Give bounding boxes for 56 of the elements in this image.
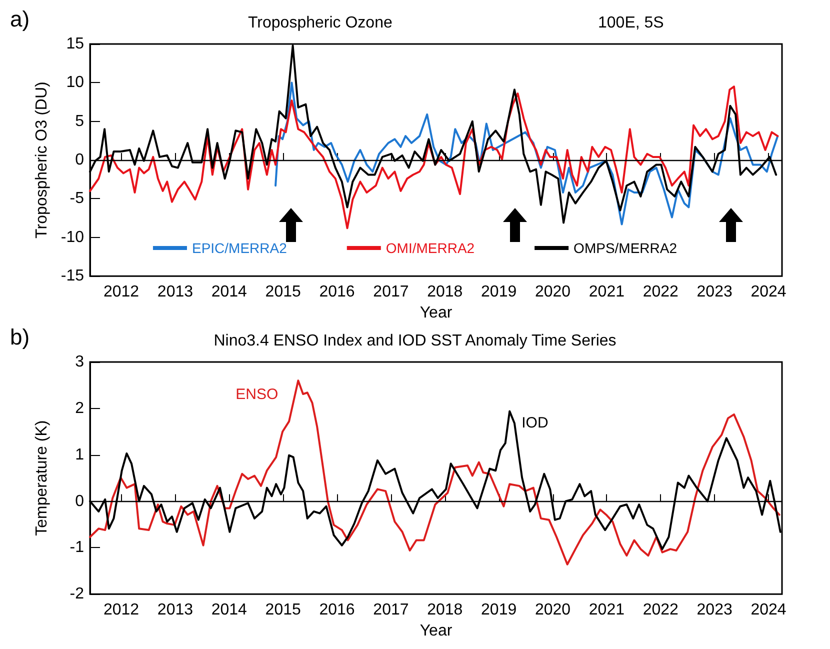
- y-tick-label: 0: [75, 152, 84, 169]
- x-tick-label: 2013: [157, 602, 194, 619]
- x-tick-label: 2015: [265, 602, 301, 619]
- x-tick-label: 2018: [427, 602, 463, 619]
- y-tick-label: 15: [66, 36, 84, 52]
- x-tick-label: 2013: [157, 284, 194, 301]
- y-tick-label: -15: [60, 268, 84, 285]
- x-tick-label: 2016: [319, 602, 355, 619]
- x-tick-label: 2019: [481, 284, 517, 301]
- y-tick-label: 0: [75, 492, 84, 510]
- x-tick-label: 2014: [211, 284, 248, 301]
- legend-label: OMI/MERRA2: [386, 240, 475, 256]
- line-series: [89, 86, 779, 230]
- line-series: [274, 82, 779, 226]
- chart-title: Tropospheric Ozone: [248, 14, 392, 32]
- series-label: ENSO: [236, 386, 278, 404]
- y-axis-title: Temperature (K): [34, 420, 50, 536]
- y-tick-label: 3: [75, 354, 84, 370]
- x-tick-label: 2019: [481, 602, 517, 619]
- x-tick-label: 2014: [211, 602, 248, 619]
- x-tick-label: 2024: [750, 284, 786, 301]
- x-tick-label: 2023: [696, 284, 732, 301]
- x-tick-label: 2015: [265, 284, 301, 301]
- line-series: [89, 380, 780, 566]
- x-tick-label: 2017: [373, 284, 409, 301]
- text: a): [10, 6, 30, 32]
- x-axis-title: Year: [420, 622, 453, 640]
- x-tick-label: 2012: [103, 602, 140, 619]
- y-tick-label: -2: [70, 586, 84, 603]
- x-tick-label: 2023: [696, 602, 732, 619]
- chart-title: Nino3.4 ENSO Index and IOD SST Anomaly Time Series: [214, 332, 616, 350]
- y-axis-title: Tropospheric O3 (DU): [33, 82, 50, 238]
- series-label: IOD: [522, 414, 548, 432]
- x-axis-title: Year: [420, 304, 453, 322]
- x-tick-label: 2022: [642, 284, 679, 301]
- chart-subtitle: 100E, 5S: [598, 14, 664, 32]
- x-tick-label: 2017: [373, 602, 409, 619]
- y-tick-label: 10: [66, 74, 84, 92]
- text: b): [10, 324, 30, 350]
- x-tick-label: 2012: [103, 284, 140, 301]
- y-tick-label: 2: [75, 400, 84, 417]
- x-tick-label: 2018: [427, 284, 463, 301]
- x-tick-label: 2016: [319, 284, 355, 301]
- x-tick-label: 2021: [588, 284, 625, 301]
- y-tick-label: 5: [75, 112, 84, 130]
- y-tick-label: 1: [75, 446, 84, 464]
- y-tick-label: -5: [70, 190, 84, 208]
- x-tick-label: 2024: [750, 602, 786, 619]
- x-tick-label: 2021: [588, 602, 625, 619]
- legend-label: OMPS/MERRA2: [574, 240, 678, 256]
- x-tick-label: 2020: [534, 284, 571, 301]
- x-tick-label: 2020: [534, 602, 571, 619]
- x-tick-label: 2022: [642, 602, 679, 619]
- legend-label: EPIC/MERRA2: [192, 240, 288, 256]
- y-tick-label: -1: [70, 539, 84, 556]
- y-tick-label: -10: [60, 228, 84, 246]
